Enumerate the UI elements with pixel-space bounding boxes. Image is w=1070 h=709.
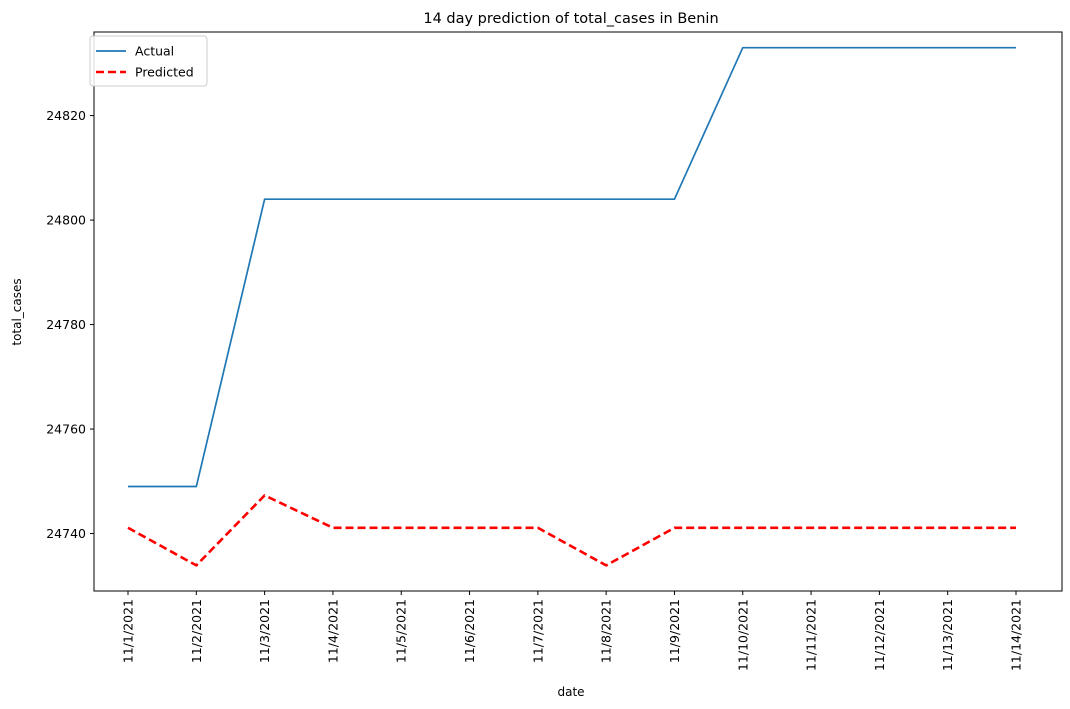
x-tick-label: 11/12/2021 [872,599,887,671]
x-tick-label: 11/4/2021 [325,599,340,663]
legend-label-actual: Actual [135,44,174,59]
x-tick-label: 11/1/2021 [121,599,136,663]
y-axis-label: total_cases [10,278,24,345]
x-tick-label: 11/5/2021 [394,599,409,663]
x-tick-label: 11/9/2021 [667,599,682,663]
y-tick-label: 24820 [46,108,86,123]
plot-frame [93,31,1063,592]
x-tick-label: 11/14/2021 [1009,599,1024,671]
y-tick-label: 24780 [46,317,86,332]
series-line-predicted [127,494,1016,567]
x-tick-label: 11/3/2021 [257,599,272,663]
legend: Actual Predicted [89,35,208,87]
series-layer [127,46,1016,567]
x-tick-label: 11/10/2021 [735,599,750,671]
x-tick-label: 11/11/2021 [804,599,819,671]
y-tick-label: 24760 [46,422,86,437]
x-axis: 11/1/2021 11/2/2021 11/3/2021 11/4/2021 11/5… [121,591,1024,671]
x-tick-label: 11/6/2021 [462,599,477,663]
series-line-actual [128,46,1016,488]
x-axis-label: date [557,685,584,699]
chart-title: 14 day prediction of total_cases in Beni… [423,11,718,27]
y-axis: 24740 24760 24780 24800 24820 [46,108,94,541]
x-tick-label: 11/7/2021 [530,599,545,663]
x-tick-label: 11/2/2021 [189,599,204,663]
x-tick-label: 11/8/2021 [599,599,614,663]
x-tick-label: 11/13/2021 [940,599,955,671]
legend-label-predicted: Predicted [135,65,194,80]
legend-box [89,35,208,87]
plot-area [93,31,1063,592]
y-tick-label: 24740 [46,526,86,541]
y-tick-label: 24800 [46,213,86,228]
